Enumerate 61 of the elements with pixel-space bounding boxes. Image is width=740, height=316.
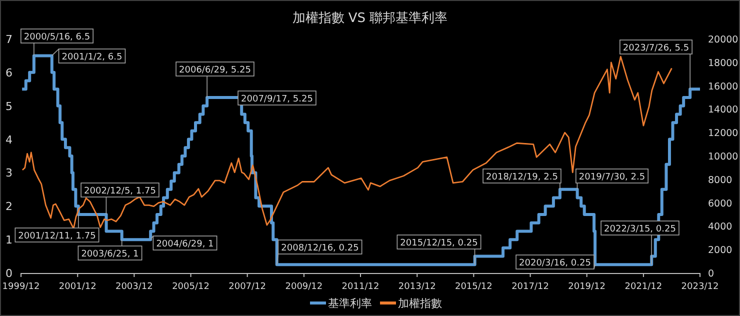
x-tick-label: 2015/12: [454, 282, 492, 292]
annotation: 2001/1/2, 6.5: [51, 48, 126, 64]
annotation: 2000/5/16, 6.5: [24, 32, 90, 42]
x-tick-label: 2017/12: [512, 282, 549, 292]
y2-tick-label: 0: [708, 268, 714, 280]
y-tick-label: 6: [6, 66, 12, 80]
y2-tick-label: 14000: [708, 104, 738, 116]
annotation: 2001/12/11, 1.75: [14, 214, 100, 242]
annotation: 2019/7/30, 2.5: [576, 168, 648, 190]
annotation: 2022/3/15, 0.25: [600, 220, 680, 266]
annotation: 2020/3/16, 0.25: [516, 254, 596, 270]
legend-label: 加權指數: [398, 297, 442, 310]
y2-tick-label: 18000: [708, 58, 738, 69]
x-tick-label: 2007/12: [228, 282, 266, 292]
annotation: 2001/1/2, 6.5: [62, 52, 122, 62]
y-tick-label: 1: [6, 234, 12, 247]
y-tick-label: 0: [6, 267, 12, 280]
x-tick-label: 2013/12: [398, 282, 436, 292]
x-tick-label: 2023/12: [681, 282, 719, 292]
y2-tick-label: 4000: [708, 222, 732, 233]
x-tick-label: 2011/12: [342, 282, 380, 292]
x-tick-label: 1999/12: [2, 282, 40, 292]
annotation: 2022/3/15, 0.25: [604, 224, 676, 234]
y2-tick-label: 12000: [708, 128, 738, 140]
y-tick-label: 5: [6, 100, 12, 113]
y-tick-label: 3: [6, 166, 12, 180]
annotation: 2019/7/30, 2.5: [578, 172, 646, 182]
x-tick-label: 2021/12: [624, 282, 662, 292]
y2-tick-label: 16000: [708, 81, 738, 92]
x-tick-label: 2009/12: [285, 282, 323, 292]
annotation: 2018/12/19, 2.5: [482, 168, 562, 190]
y-tick-label: 7: [6, 33, 12, 46]
y2-tick-label: 6000: [708, 198, 732, 210]
annotation: 2023/7/26, 5.5: [620, 40, 692, 90]
y2-tick-label: 10000: [708, 152, 738, 162]
y2-tick-label: 2000: [708, 245, 732, 256]
annotation: 2003/6/25, 1: [78, 239, 142, 260]
annotation: 2004/6/29, 1: [156, 240, 214, 250]
annotation: 2018/12/19, 2.5: [486, 172, 558, 182]
annotation: 2003/6/25, 1: [81, 250, 139, 260]
annotation: 2002/12/5, 1.75: [80, 182, 160, 215]
y2-tick-label: 8000: [708, 174, 732, 186]
annotation: 2004/6/29, 1: [150, 236, 218, 250]
x-tick-label: 2005/12: [172, 282, 210, 292]
legend-label: 基準利率: [328, 297, 372, 310]
title: 加權指數 VS 聯邦基準利率: [292, 11, 448, 26]
y-tick-label: 2: [6, 200, 12, 214]
annotation: 2023/7/26, 5.5: [622, 44, 690, 54]
annotation: 2008/12/16, 0.25: [276, 240, 362, 266]
annotation: 2015/12/15, 0.25: [396, 234, 482, 266]
x-tick-label: 2001/12: [58, 282, 96, 292]
y2-tick-label: 20000: [708, 34, 738, 46]
y-tick-label: 4: [6, 133, 12, 146]
annotation: 2008/12/16, 0.25: [281, 244, 359, 254]
x-tick-label: 2019/12: [568, 282, 606, 292]
annotation: 2002/12/5, 1.75: [84, 186, 156, 196]
annotation: 2006/6/29, 5.25: [179, 66, 251, 76]
annotation: 2020/3/16, 0.25: [519, 258, 591, 268]
x-tick-label: 2003/12: [115, 282, 153, 292]
annotation: 2001/12/11, 1.75: [18, 232, 96, 242]
annotation: 2015/12/15, 0.25: [400, 238, 478, 248]
